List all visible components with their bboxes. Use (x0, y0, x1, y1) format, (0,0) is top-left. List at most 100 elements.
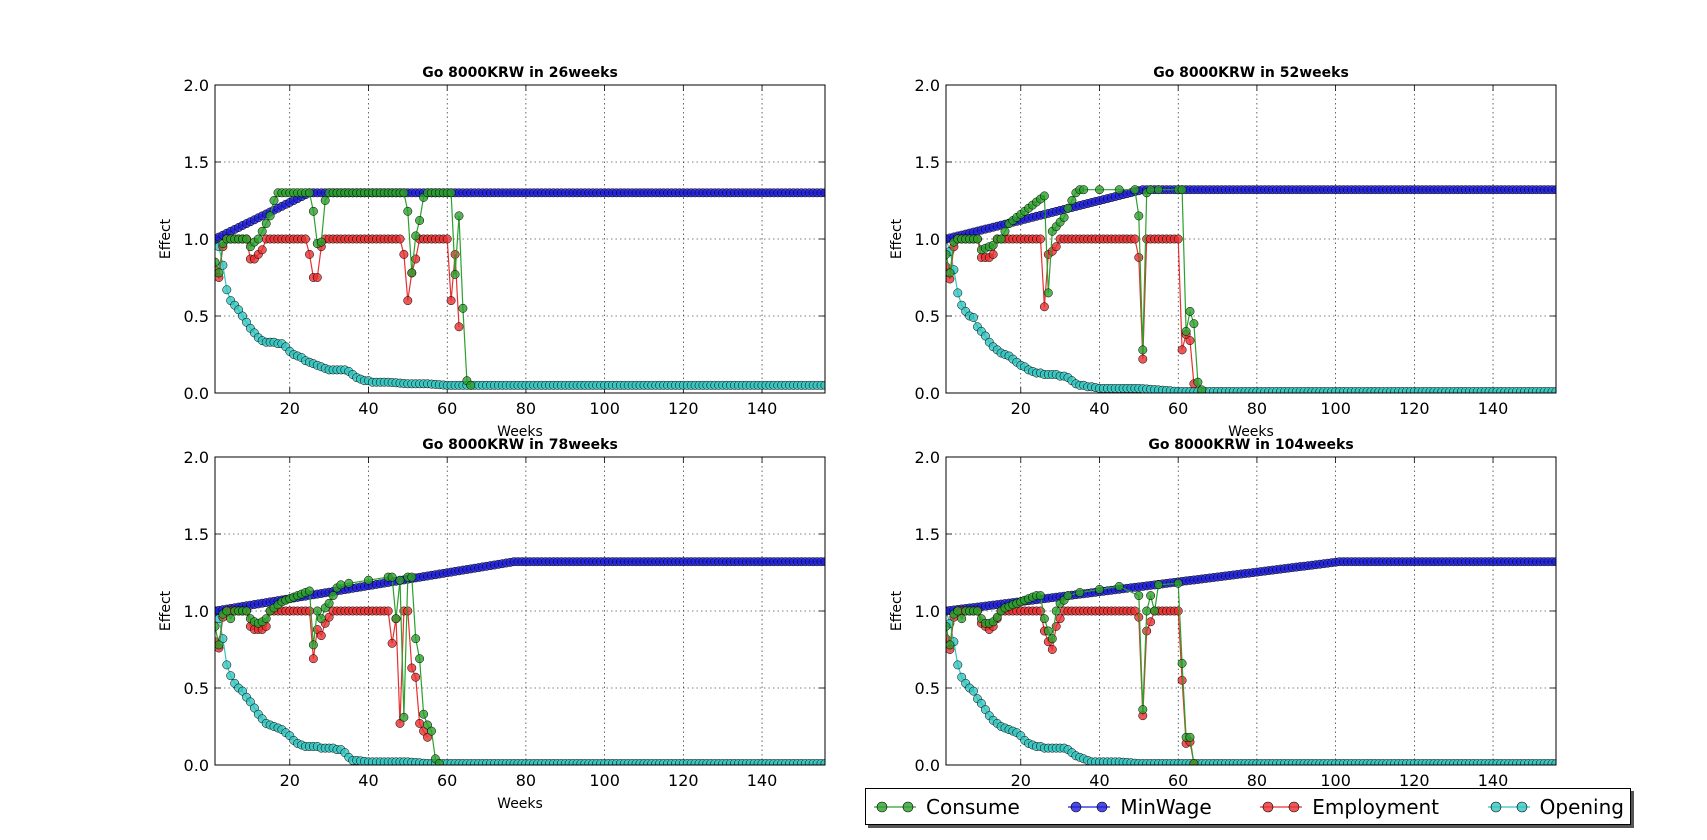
data-point-consume (1075, 588, 1085, 597)
data-point-minwage (1551, 185, 1556, 195)
data-point-employment (454, 322, 464, 332)
data-point-opening (1551, 387, 1556, 393)
legend-marker-employment (1260, 801, 1303, 812)
data-point-employment (383, 606, 393, 616)
data-point-employment (305, 249, 314, 259)
legend-entry-opening: Opening (1486, 795, 1624, 819)
data-point-consume (407, 268, 417, 278)
y-tick-label: 1.0 (184, 602, 209, 621)
x-tick-label: 40 (358, 771, 378, 790)
data-point-consume (434, 759, 444, 765)
data-point-employment (395, 234, 405, 244)
data-point-consume (946, 249, 951, 259)
data-point-consume (1197, 385, 1207, 393)
data-point-consume (1095, 584, 1104, 594)
x-tick-label: 140 (747, 771, 778, 790)
x-tick-label: 120 (668, 771, 699, 790)
data-point-employment (1138, 354, 1148, 364)
x-tick-label: 80 (516, 771, 536, 790)
data-point-employment (450, 249, 460, 259)
data-point-consume (1079, 185, 1089, 195)
legend-label-consume: Consume (926, 794, 1020, 819)
series-group (946, 185, 1556, 393)
data-point-employment (442, 234, 452, 244)
data-point-consume (1063, 591, 1073, 601)
data-point-minwage (1551, 557, 1556, 567)
data-point-employment (1142, 626, 1152, 636)
y-axis-label: Effect (158, 218, 174, 259)
data-point-employment (257, 245, 267, 255)
y-tick-label: 1.5 (915, 153, 940, 172)
data-point-employment (1177, 675, 1187, 685)
data-point-employment (312, 273, 322, 282)
x-tick-label: 40 (1089, 771, 1109, 790)
data-point-consume (1150, 606, 1160, 616)
data-point-consume (1036, 591, 1045, 601)
chart-panel-1: 20 40 60 80 100 120 140 0.0 0.5 1.0 1.5 2.0 Go 8000K… (158, 65, 826, 440)
x-tick-label: 60 (437, 399, 457, 418)
x-axis-label: Weeks (497, 796, 543, 812)
chart-title: Go 8000KRW in 78weeks (422, 437, 618, 453)
legend-label-minwage: MinWage (1120, 794, 1212, 819)
data-point-consume (450, 269, 460, 279)
data-point-consume (988, 240, 998, 250)
data-point-consume (320, 196, 330, 205)
x-tick-label: 40 (1089, 399, 1109, 418)
data-point-consume (1095, 185, 1104, 195)
data-point-consume (391, 614, 401, 624)
data-point-employment (1134, 612, 1144, 622)
data-point-employment (403, 296, 413, 306)
axes-frame (945, 456, 1557, 766)
data-point-consume (1146, 185, 1156, 195)
data-point-consume (411, 231, 421, 241)
data-point-consume (427, 726, 436, 736)
data-point-consume (399, 188, 409, 198)
x-tick-label: 60 (437, 771, 457, 790)
y-axis-label: Effect (158, 590, 174, 631)
data-point-consume (1189, 759, 1199, 765)
data-point-consume (1043, 626, 1053, 636)
x-tick-label: 100 (589, 399, 620, 418)
data-point-consume (1177, 185, 1187, 195)
data-point-employment (403, 606, 413, 616)
data-point-consume (403, 206, 413, 216)
y-tick-label: 1.5 (184, 525, 209, 544)
series-group (215, 188, 825, 390)
data-point-consume (973, 606, 982, 616)
data-point-consume (324, 598, 334, 608)
data-point-consume (1000, 226, 1010, 236)
x-tick-label: 60 (1168, 399, 1188, 418)
x-tick-label: 120 (668, 399, 699, 418)
data-point-consume (399, 712, 409, 722)
data-point-consume (1185, 732, 1195, 742)
data-point-consume (308, 206, 318, 216)
data-point-consume (305, 586, 314, 596)
legend-label-employment: Employment (1312, 794, 1440, 819)
x-tick-label: 120 (1399, 399, 1430, 418)
legend-label-opening: Opening (1539, 794, 1624, 819)
plot-area (946, 457, 1556, 765)
data-point-consume (953, 606, 963, 616)
legend-entry-consume: Consume (872, 795, 1020, 819)
data-point-employment (1173, 606, 1183, 616)
data-point-opening (222, 285, 232, 295)
data-point-consume (458, 303, 468, 313)
data-point-employment (1134, 253, 1144, 262)
data-point-consume (957, 614, 967, 624)
data-point-consume (466, 380, 476, 390)
data-point-consume (312, 606, 322, 616)
data-point-consume (1114, 581, 1124, 591)
data-point-consume (1039, 614, 1049, 624)
data-point-employment (1047, 645, 1057, 654)
series-group (946, 557, 1556, 765)
data-point-consume (308, 640, 318, 650)
data-point-employment (1036, 234, 1045, 244)
x-tick-label: 20 (280, 771, 300, 790)
data-point-consume (328, 591, 338, 601)
y-tick-label: 1.0 (915, 230, 940, 249)
data-point-consume (1138, 345, 1148, 355)
x-tick-label: 20 (280, 399, 300, 418)
data-point-opening (969, 686, 978, 696)
data-point-consume (1051, 606, 1061, 616)
